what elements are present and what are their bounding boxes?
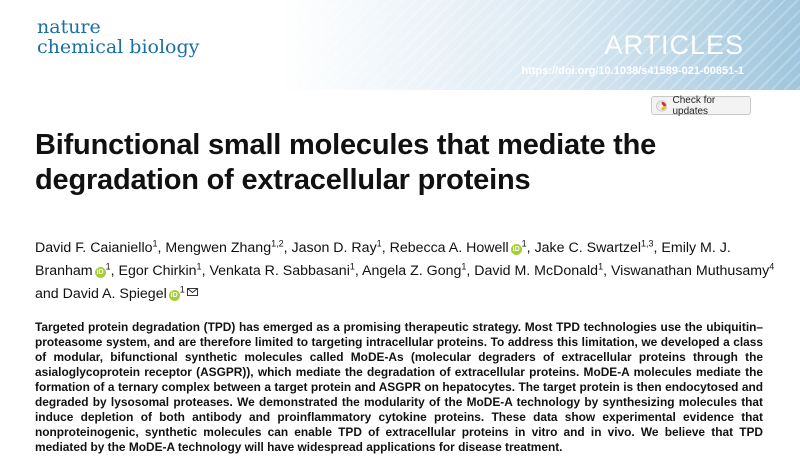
author-affiliation: 1 [376,238,382,249]
author-affiliation: 1 [349,261,355,272]
orcid-icon[interactable]: iD [510,244,522,255]
author-item: Rebecca A. Howell iD1 [389,238,527,256]
author-name[interactable]: David F. Caianiello [35,240,153,256]
author-affiliation: 1 [105,261,111,272]
author-name[interactable]: Jake C. Swartzel [534,240,642,256]
orcid-icon[interactable]: iD [168,290,180,301]
author-item: David M. McDonald1 [474,261,604,279]
author-item: Mengwen Zhang1,2 [165,238,284,256]
doi-link[interactable]: https://doi.org/10.1038/s41589-021-00851… [521,65,744,77]
author-name[interactable]: Jason D. Ray [291,240,377,256]
orcid-icon[interactable]: iD [94,267,106,278]
journal-logo[interactable]: nature chemical biology [37,17,199,57]
author-affiliation: 1 [521,238,527,249]
article-title: Bifunctional small molecules that mediat… [35,128,775,198]
author-item: Jake C. Swartzel1,3 [534,238,654,256]
author-name[interactable]: Egor Chirkin [118,263,197,279]
author-affiliation: 1,2 [271,238,284,249]
author-affiliation: 1,3 [641,238,654,249]
check-for-updates-button[interactable]: Check for updates [651,94,751,117]
author-affiliation: 1 [179,284,185,295]
author-name[interactable]: Rebecca A. Howell [389,240,509,256]
title-line-2: degradation of extracellular proteins [35,164,531,196]
author-item: David A. Spiegel iD1 [62,284,198,302]
author-item: Viswanathan Muthusamy4 [610,261,775,279]
author-affiliation: 1 [461,261,467,272]
author-item: Jason D. Ray1 [291,238,382,256]
section-label: ARTICLES [604,30,744,60]
author-name[interactable]: Mengwen Zhang [165,240,272,256]
author-name[interactable]: Viswanathan Muthusamy [610,263,770,279]
title-line-1: Bifunctional small molecules that mediat… [35,129,657,161]
author-name[interactable]: David A. Spiegel [62,286,167,302]
check-updates-label: Check for updates [672,94,716,117]
author-affiliation: 1 [196,261,202,272]
journal-name-line2: chemical biology [37,36,200,58]
author-list: David F. Caianiello1, Mengwen Zhang1,2, … [35,238,775,302]
journal-name-line1: nature [37,16,101,38]
author-item: Angela Z. Gong1 [361,261,467,279]
abstract: Targeted protein degradation (TPD) has e… [35,320,763,454]
author-name[interactable]: David M. McDonald [474,263,599,279]
author-item: Venkata R. Sabbasani1 [209,261,355,279]
author-affiliation: 1 [152,238,158,249]
header-banner [0,0,800,90]
author-name[interactable]: Emily M. J. Branham [35,240,731,279]
author-name[interactable]: Angela Z. Gong [361,263,462,279]
email-icon[interactable] [186,288,198,296]
author-item: David F. Caianiello1 [35,238,158,256]
author-name[interactable]: Venkata R. Sabbasani [209,263,350,279]
author-item: Egor Chirkin1 [118,261,202,279]
check-updates-icon [656,99,668,112]
author-item: Emily M. J. Branham iD1 [35,240,731,279]
author-affiliation: 1 [598,261,604,272]
author-affiliation: 4 [769,261,775,272]
